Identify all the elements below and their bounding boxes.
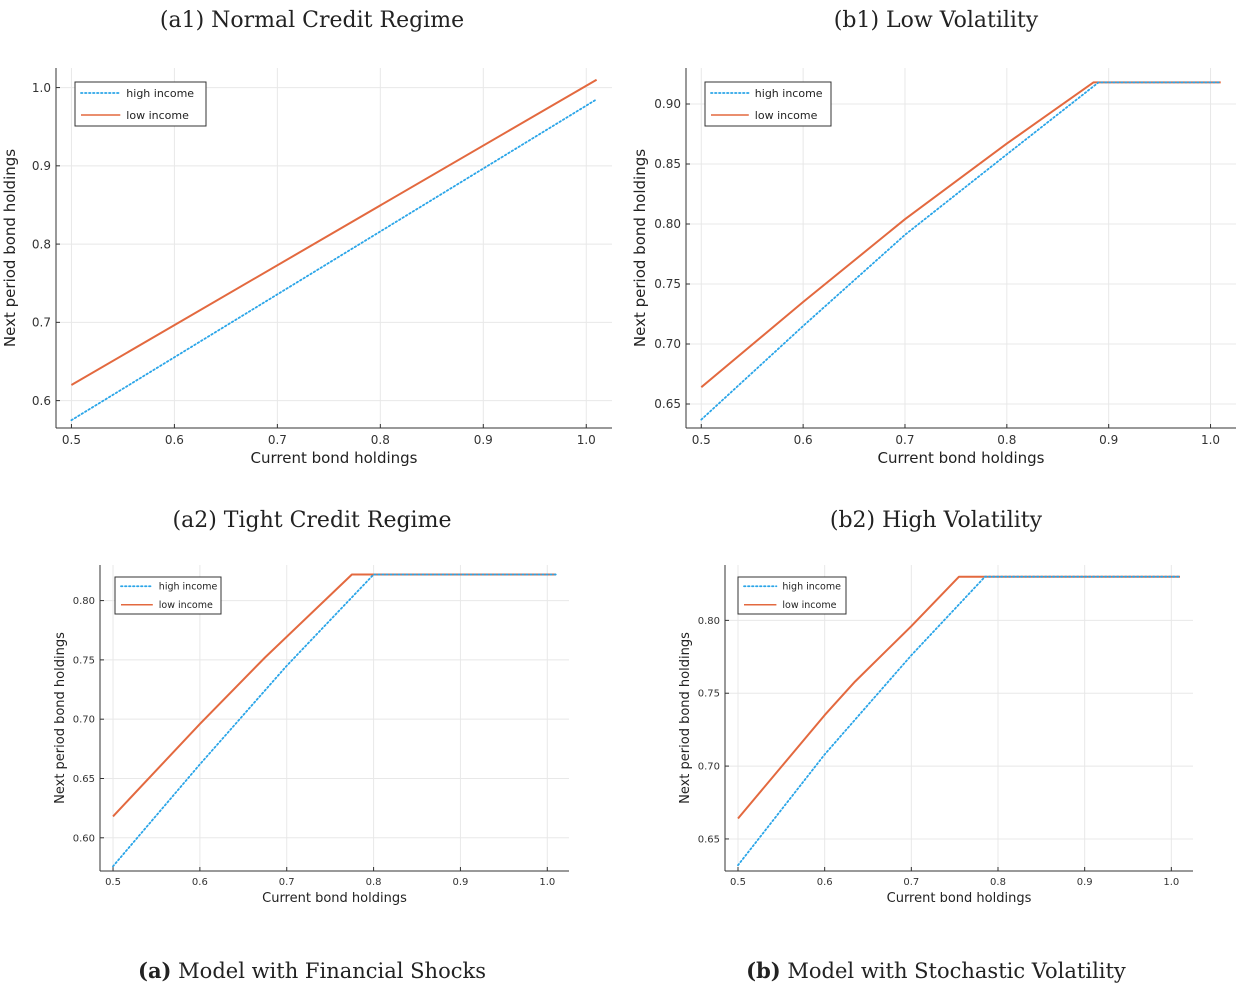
x-tick-label: 0.9 <box>474 433 493 447</box>
y-tick-label: 0.70 <box>73 715 95 726</box>
legend-label: low income <box>126 109 189 122</box>
series-high-income-line <box>70 98 598 422</box>
x-tick-label: 0.7 <box>279 877 295 888</box>
x-axis-label: Current bond holdings <box>887 891 1032 906</box>
legend: high income low income <box>737 576 847 615</box>
caption-b-text: Model with Stochastic Volatility <box>780 959 1126 983</box>
x-tick-label: 1.0 <box>577 433 596 447</box>
y-tick-label: 0.6 <box>32 394 51 408</box>
series-low-income-line <box>737 575 1180 820</box>
caption-a-text: Model with Financial Shocks <box>171 959 486 983</box>
x-tick-label: 0.8 <box>997 433 1016 447</box>
legend-box <box>704 81 832 127</box>
y-tick-label: 0.85 <box>654 157 681 171</box>
x-axis-label: Current bond holdings <box>878 449 1045 467</box>
x-tick-label: 0.5 <box>62 433 81 447</box>
y-tick-label: 0.80 <box>73 596 95 607</box>
series-high-income-line <box>737 575 1181 867</box>
x-tick-label: 0.7 <box>268 433 287 447</box>
series-high-income-line <box>700 81 1222 421</box>
x-tick-label: 0.9 <box>452 877 468 888</box>
caption-a: (a) Model with Financial Shocks <box>32 958 592 983</box>
x-tick-label: 0.9 <box>1099 433 1118 447</box>
chart-title-a2: (a2) Tight Credit Regime <box>172 508 452 533</box>
y-tick-label: 0.75 <box>73 655 95 666</box>
caption-b: (b) Model with Stochastic Volatility <box>656 958 1216 983</box>
x-tick-label: 0.7 <box>895 433 914 447</box>
x-axis-label: Current bond holdings <box>251 449 418 467</box>
chart-title-b2: (b2) High Volatility <box>829 508 1043 533</box>
x-tick-label: 0.6 <box>192 877 208 888</box>
series-low-income-line <box>70 78 598 386</box>
y-tick-label: 1.0 <box>32 81 51 95</box>
legend-label: low income <box>782 600 836 611</box>
caption-a-prefix: (a) <box>138 958 172 983</box>
series-high-income-line <box>112 573 557 868</box>
legend-label: low income <box>159 600 213 611</box>
y-tick-label: 0.65 <box>654 397 681 411</box>
legend: high income low income <box>704 81 832 127</box>
caption-b-prefix: (b) <box>746 958 781 983</box>
y-tick-label: 0.75 <box>654 277 681 291</box>
y-axis-label: Next period bond holdings <box>53 632 68 804</box>
x-tick-label: 0.5 <box>105 877 121 888</box>
legend-label: low income <box>755 109 818 122</box>
x-tick-label: 0.8 <box>990 877 1006 888</box>
x-tick-label: 1.0 <box>539 877 555 888</box>
y-axis-label: Next period bond holdings <box>1 149 19 347</box>
y-tick-label: 0.8 <box>32 237 51 251</box>
legend-box <box>74 81 207 127</box>
legend-label: high income <box>159 582 218 593</box>
chart-title-a1: (a1) Normal Credit Regime <box>159 8 465 33</box>
x-tick-label: 0.6 <box>165 433 184 447</box>
x-tick-label: 0.8 <box>371 433 390 447</box>
y-tick-label: 0.80 <box>654 217 681 231</box>
y-tick-label: 0.60 <box>73 833 95 844</box>
legend-box <box>737 576 847 615</box>
x-tick-label: 0.6 <box>817 877 833 888</box>
y-tick-label: 0.70 <box>654 337 681 351</box>
y-tick-label: 0.90 <box>654 97 681 111</box>
y-tick-label: 0.70 <box>698 762 720 773</box>
legend-box <box>114 576 222 615</box>
x-tick-label: 1.0 <box>1201 433 1220 447</box>
legend-label: high income <box>755 87 823 100</box>
y-tick-label: 0.65 <box>698 834 720 845</box>
x-tick-label: 0.5 <box>692 433 711 447</box>
x-tick-label: 0.6 <box>794 433 813 447</box>
y-tick-label: 0.80 <box>698 616 720 627</box>
y-tick-label: 0.7 <box>32 316 51 330</box>
y-axis-label: Next period bond holdings <box>678 632 693 804</box>
legend: high income low income <box>74 81 207 127</box>
y-tick-label: 0.75 <box>698 689 720 700</box>
x-tick-label: 0.7 <box>903 877 919 888</box>
chart-title-b1: (b1) Low Volatility <box>833 8 1039 33</box>
legend: high income low income <box>114 576 222 615</box>
x-tick-label: 0.5 <box>730 877 746 888</box>
x-tick-label: 1.0 <box>1163 877 1179 888</box>
legend-label: high income <box>782 582 841 593</box>
y-axis-label: Next period bond holdings <box>631 149 649 347</box>
y-tick-label: 0.65 <box>73 774 95 785</box>
x-tick-label: 0.8 <box>366 877 382 888</box>
x-axis-label: Current bond holdings <box>262 891 407 906</box>
y-tick-label: 0.9 <box>32 159 51 173</box>
x-tick-label: 0.9 <box>1077 877 1093 888</box>
legend-label: high income <box>126 87 194 100</box>
